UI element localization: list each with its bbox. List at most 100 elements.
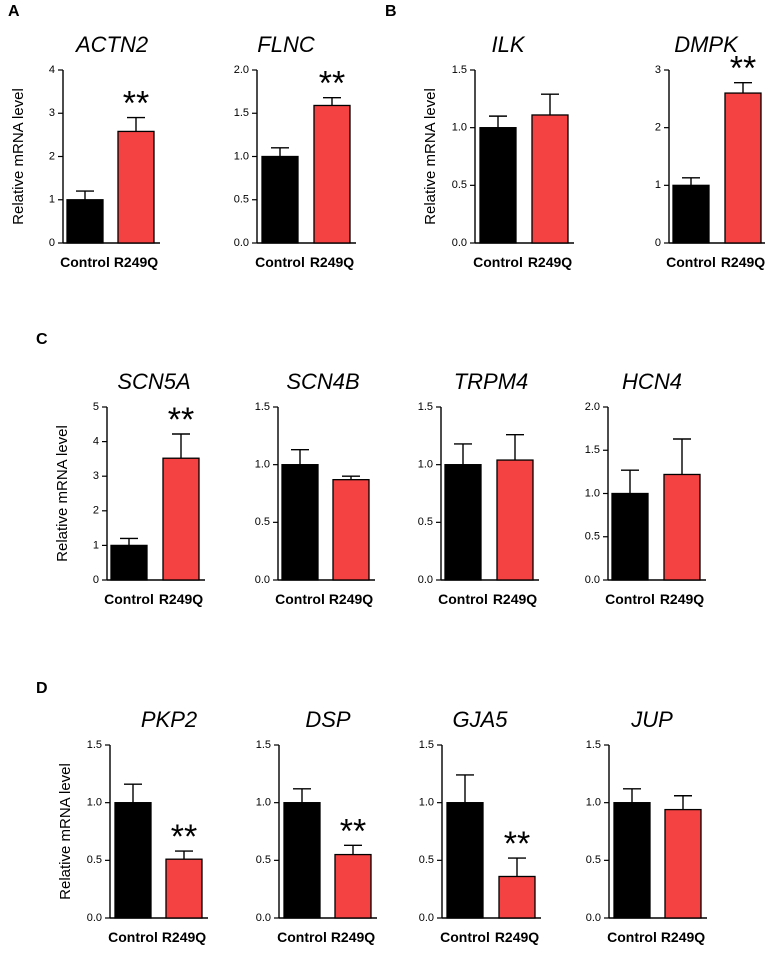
y-tick-label: 4	[93, 436, 99, 448]
y-tick-label: 0.5	[586, 854, 601, 866]
chart-title-ilk: ILK	[491, 32, 525, 57]
chart-title-dmpk: DMPK	[674, 32, 739, 57]
y-tick-label: 1.5	[87, 739, 102, 751]
category-label-control: Control	[666, 254, 716, 270]
y-tick-label: 1.0	[418, 459, 433, 471]
category-label-r249q: R249Q	[159, 591, 203, 607]
y-tick-label: 1.5	[419, 739, 434, 751]
chart-title-hcn4: HCN4	[622, 369, 682, 394]
bar-r249q	[165, 858, 203, 919]
category-label-control: Control	[60, 254, 110, 270]
y-tick-label: 0.0	[418, 574, 433, 586]
y-tick-label: 0.0	[586, 912, 601, 924]
y-tick-label: 1.0	[234, 150, 249, 162]
category-label-r249q: R249Q	[329, 591, 373, 607]
chart-title-scn5a: SCN5A	[117, 369, 190, 394]
bar-r249q	[531, 114, 569, 244]
category-label-r249q: R249Q	[114, 254, 158, 270]
bar-r249q	[496, 459, 534, 581]
y-tick-label: 1	[655, 179, 661, 191]
significance-marker: **	[340, 812, 366, 850]
y-tick-label: 2.0	[585, 401, 600, 413]
category-label-control: Control	[255, 254, 305, 270]
category-label-control: Control	[473, 254, 523, 270]
bar-r249q	[498, 875, 536, 919]
chart-title-scn4b: SCN4B	[286, 369, 359, 394]
bar-control	[672, 184, 710, 244]
bar-r249q	[664, 808, 702, 919]
bar-r249q	[332, 479, 370, 581]
y-tick-label: 1.0	[256, 797, 271, 809]
bar-control	[479, 127, 517, 244]
category-label-r249q: R249Q	[661, 929, 705, 945]
chart-title-flnc: FLNC	[257, 32, 315, 57]
bar-r249q	[663, 473, 701, 581]
bar-control	[611, 492, 649, 581]
y-tick-label: 0.0	[256, 912, 271, 924]
y-tick-label: 0.5	[256, 854, 271, 866]
y-tick-label: 0.0	[452, 237, 467, 249]
y-tick-label: 2.0	[234, 64, 249, 76]
category-label-r249q: R249Q	[493, 591, 537, 607]
y-tick-label: 1	[93, 539, 99, 551]
chart-title-pkp2: PKP2	[141, 707, 197, 732]
category-label-r249q: R249Q	[660, 591, 704, 607]
y-tick-label: 0.5	[87, 854, 102, 866]
y-tick-label: 0.5	[418, 516, 433, 528]
y-tick-label: 3	[93, 470, 99, 482]
y-tick-label: 0.0	[585, 574, 600, 586]
bar-r249q	[117, 130, 155, 244]
significance-marker: **	[504, 825, 530, 863]
y-tick-label: 0	[655, 237, 661, 249]
category-label-r249q: R249Q	[162, 929, 206, 945]
panel-letter-d: D	[36, 680, 48, 697]
category-label-r249q: R249Q	[721, 254, 765, 270]
category-label-control: Control	[438, 591, 488, 607]
y-tick-label: 1.5	[418, 401, 433, 413]
y-tick-label: 4	[49, 64, 55, 76]
y-tick-label: 0.5	[452, 179, 467, 191]
category-label-control: Control	[104, 591, 154, 607]
y-tick-label: 1.0	[419, 797, 434, 809]
category-label-r249q: R249Q	[495, 929, 539, 945]
category-label-r249q: R249Q	[528, 254, 572, 270]
bar-r249q	[724, 92, 762, 244]
bar-control	[261, 155, 299, 244]
y-tick-label: 0.5	[234, 194, 249, 206]
y-tick-label: 0.0	[87, 912, 102, 924]
y-axis-label: Relative mRNA level	[422, 88, 439, 225]
chart-title-gja5: GJA5	[452, 707, 508, 732]
y-tick-label: 0	[49, 237, 55, 249]
y-tick-label: 1.5	[256, 739, 271, 751]
bar-r249q	[162, 457, 200, 581]
chart-title-dsp: DSP	[305, 707, 351, 732]
panel-letter-a: A	[8, 3, 20, 20]
panel-letter-b: B	[385, 3, 397, 20]
y-tick-label: 0.5	[585, 531, 600, 543]
y-tick-label: 0.0	[419, 912, 434, 924]
significance-marker: **	[123, 85, 149, 123]
y-tick-label: 1.5	[585, 444, 600, 456]
bar-control	[66, 199, 104, 244]
category-label-r249q: R249Q	[331, 929, 375, 945]
bar-control	[283, 802, 321, 919]
y-tick-label: 5	[93, 401, 99, 413]
y-axis-label: Relative mRNA level	[57, 763, 74, 900]
y-tick-label: 2	[49, 150, 55, 162]
category-label-control: Control	[605, 591, 655, 607]
y-tick-label: 1.0	[87, 797, 102, 809]
bar-control	[110, 544, 148, 581]
y-tick-label: 1.0	[452, 122, 467, 134]
y-tick-label: 1.0	[255, 459, 270, 471]
y-tick-label: 0.5	[419, 854, 434, 866]
significance-marker: **	[171, 818, 197, 856]
y-tick-label: 1.5	[234, 107, 249, 119]
significance-marker: **	[730, 50, 756, 88]
y-tick-label: 0.0	[255, 574, 270, 586]
bar-r249q	[313, 104, 351, 244]
y-tick-label: 2	[93, 505, 99, 517]
category-label-control: Control	[108, 929, 158, 945]
category-label-control: Control	[440, 929, 490, 945]
y-tick-label: 1.0	[586, 797, 601, 809]
